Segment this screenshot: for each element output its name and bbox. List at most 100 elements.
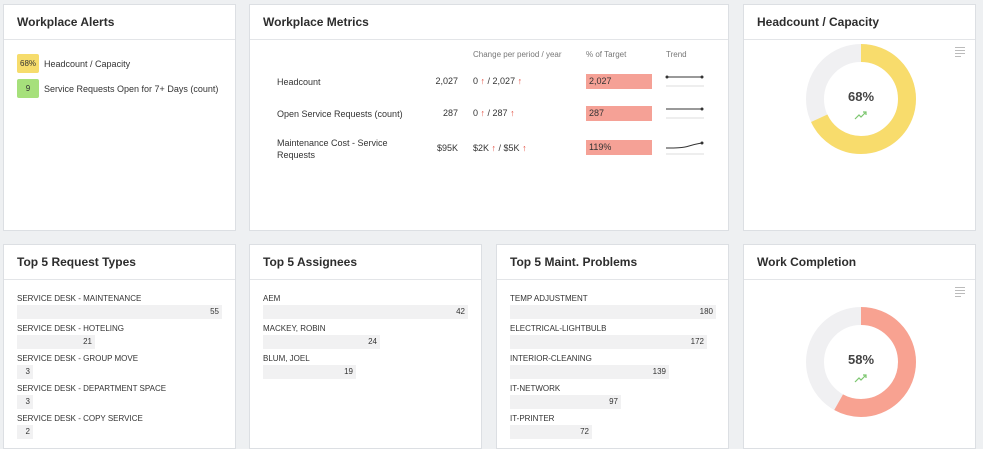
metric-row-open-requests[interactable]: Open Service Requests (count) 287 0 ↑ / … [250, 105, 728, 135]
target-bar: 2,027 [586, 74, 652, 89]
metric-change: $2K ↑ / $5K ↑ [473, 143, 527, 153]
donut-percent: 58% [848, 352, 874, 367]
hamburger-menu-icon[interactable] [955, 287, 965, 299]
target-bar: 119% [586, 140, 652, 155]
bar-label: SERVICE DESK - MAINTENANCE [17, 294, 142, 303]
bar-label: INTERIOR-CLEANING [510, 354, 592, 363]
donut-arc [806, 44, 916, 154]
bar-value: 139 [510, 365, 669, 379]
bar-list-item[interactable]: TEMP ADJUSTMENT 180 [510, 293, 728, 319]
change-period: 0 [473, 108, 479, 118]
metric-row-headcount[interactable]: Headcount 2,027 0 ↑ / 2,027 ↑ 2,027 [250, 73, 728, 103]
top-assignees-card: Top 5 Assignees AEM 42 MACKEY, ROBIN 24 BLUM… [249, 244, 482, 449]
donut-arc [806, 307, 916, 417]
bar-label: AEM [263, 294, 281, 303]
bar-list-item[interactable]: IT-PRINTER 72 [510, 413, 728, 439]
card-title: Top 5 Request Types [4, 245, 235, 280]
bar-value: 55 [17, 305, 222, 319]
bar-list-item[interactable]: MACKEY, ROBIN 24 [263, 323, 481, 349]
bar-value: 42 [263, 305, 468, 319]
bar-list-item[interactable]: ELECTRICAL-LIGHTBULB 172 [510, 323, 728, 349]
bar-value: 2 [17, 425, 33, 439]
metric-value: 2,027 [435, 76, 458, 86]
bar-label: MACKEY, ROBIN [263, 324, 326, 333]
change-period: 0 [473, 76, 479, 86]
arrow-up-icon: ↑ [480, 108, 486, 118]
bar-value: 3 [17, 395, 33, 409]
alert-label: Headcount / Capacity [44, 58, 131, 69]
trend-sparkline [666, 107, 704, 119]
bar-list-item[interactable]: SERVICE DESK - DEPARTMENT SPACE 3 [17, 383, 235, 409]
metric-label: Headcount [277, 77, 321, 87]
headcount-donut: 68% [806, 44, 916, 154]
change-year: / $5K [498, 143, 520, 153]
change-year: / 2,027 [487, 76, 516, 86]
metric-label: Maintenance Cost - Service Requests [277, 138, 388, 160]
bar-list-item[interactable]: SERVICE DESK - COPY SERVICE 2 [17, 413, 235, 439]
bar-value: 19 [263, 365, 356, 379]
arrow-up-icon: ↑ [510, 108, 515, 118]
bar-label: TEMP ADJUSTMENT [510, 294, 588, 303]
bar-list-item[interactable]: SERVICE DESK - GROUP MOVE 3 [17, 353, 235, 379]
maint-problems-list: TEMP ADJUSTMENT 180 ELECTRICAL-LIGHTBULB 17… [497, 280, 728, 439]
card-title: Work Completion [744, 245, 975, 280]
metric-row-maintenance-cost[interactable]: Maintenance Cost - Service Requests $95K… [250, 133, 728, 163]
bar-label: SERVICE DESK - HOTELING [17, 324, 124, 333]
bar-list-item[interactable]: AEM 42 [263, 293, 481, 319]
col-header-target: % of Target [586, 50, 627, 59]
alert-headcount[interactable]: 68% Headcount / Capacity [17, 54, 235, 73]
card-title: Top 5 Maint. Problems [497, 245, 728, 280]
metric-change: 0 ↑ / 287 ↑ [473, 108, 515, 118]
metric-change: 0 ↑ / 2,027 ↑ [473, 76, 522, 86]
card-title: Workplace Alerts [4, 5, 235, 40]
alert-badge: 9 [17, 79, 39, 98]
bar-value: 97 [510, 395, 621, 409]
arrow-up-icon: ↑ [522, 143, 527, 153]
workplace-alerts-card: Workplace Alerts 68% Headcount / Capacit… [3, 4, 236, 231]
hamburger-menu-icon[interactable] [955, 47, 965, 59]
card-title: Workplace Metrics [250, 5, 728, 40]
arrow-up-icon: ↑ [480, 76, 486, 86]
arrow-up-icon: ↑ [491, 143, 497, 153]
bar-list-item[interactable]: IT-NETWORK 97 [510, 383, 728, 409]
trend-up-icon [854, 111, 867, 120]
arrow-up-icon: ↑ [517, 76, 523, 86]
target-bar: 287 [586, 106, 652, 121]
metric-value: 287 [442, 108, 458, 118]
bar-value: 3 [17, 365, 33, 379]
metric-label: Open Service Requests (count) [277, 109, 403, 119]
bar-list-item[interactable]: SERVICE DESK - MAINTENANCE 55 [17, 293, 235, 319]
bar-value: 172 [510, 335, 707, 349]
bar-label: SERVICE DESK - DEPARTMENT SPACE [17, 384, 167, 393]
workplace-metrics-card: Workplace Metrics Change per period / ye… [249, 4, 729, 231]
bar-list-item[interactable]: SERVICE DESK - HOTELING 21 [17, 323, 235, 349]
bar-list-item[interactable]: INTERIOR-CLEANING 139 [510, 353, 728, 379]
bar-label: IT-NETWORK [510, 384, 561, 393]
top-maint-problems-card: Top 5 Maint. Problems TEMP ADJUSTMENT 180… [496, 244, 729, 449]
bar-label: SERVICE DESK - COPY SERVICE [17, 414, 143, 423]
alert-service-requests[interactable]: 9 Service Requests Open for 7+ Days (cou… [17, 79, 235, 98]
card-title: Headcount / Capacity [744, 5, 975, 40]
trend-sparkline [665, 75, 704, 87]
donut-percent: 68% [848, 89, 874, 104]
col-header-trend: Trend [666, 50, 687, 59]
trend-up-icon [854, 374, 867, 383]
bar-label: IT-PRINTER [510, 414, 555, 423]
completion-donut: 58% [806, 307, 916, 417]
bar-value: 180 [510, 305, 716, 319]
headcount-capacity-card: Headcount / Capacity 68% [743, 4, 976, 231]
bar-label: ELECTRICAL-LIGHTBULB [510, 324, 607, 333]
bar-label: SERVICE DESK - GROUP MOVE [17, 354, 139, 363]
assignees-list: AEM 42 MACKEY, ROBIN 24 BLUM, JOEL 19 [250, 280, 481, 379]
alert-badge: 68% [17, 54, 40, 73]
bar-value: 21 [17, 335, 95, 349]
work-completion-card: Work Completion 58% [743, 244, 976, 449]
bar-value: 24 [263, 335, 380, 349]
metric-value: $95K [436, 143, 458, 153]
bar-list-item[interactable]: BLUM, JOEL 19 [263, 353, 481, 379]
alert-label: Service Requests Open for 7+ Days (count… [44, 83, 219, 94]
change-period: $2K [473, 143, 490, 153]
top-request-types-card: Top 5 Request Types SERVICE DESK - MAINT… [3, 244, 236, 449]
col-header-change: Change per period / year [473, 50, 562, 59]
card-title: Top 5 Assignees [250, 245, 481, 280]
